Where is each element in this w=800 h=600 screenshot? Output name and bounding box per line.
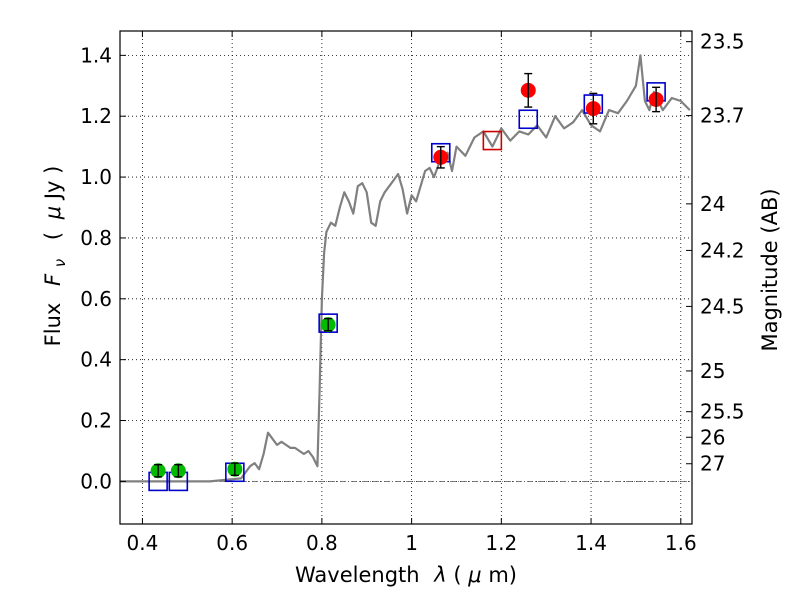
y-axis-label-symbol-sub: ν <box>51 259 69 267</box>
magnitude-tick-label: 23.5 <box>700 30 745 54</box>
y-axis-label: Flux F ν ( μ Jy ) <box>41 166 70 347</box>
x-axis-label-text: Wavelength <box>295 563 420 587</box>
magnitude-tick-label: 25.5 <box>700 400 745 424</box>
x-axis-label-unit-open: ( <box>453 563 461 587</box>
x-tick-label: 0.8 <box>306 531 338 555</box>
magnitude-tick-label: 27 <box>700 452 725 476</box>
y-tick-label: 1.0 <box>80 165 112 189</box>
model-photometry-square <box>482 130 503 151</box>
magnitude-tick-label: 24.2 <box>700 238 745 262</box>
y-axis-label-text: Flux <box>41 303 65 347</box>
data-points <box>148 72 666 492</box>
y-axis-label-unit-rest: Jy ) <box>41 166 65 202</box>
magnitude-tick-label: 24 <box>700 192 725 216</box>
x-axis-label-unit-rest: m) <box>488 563 517 587</box>
x-axis-label-unit-mu: μ <box>467 563 481 587</box>
y-axis-label-symbol: F <box>41 273 65 286</box>
model-photometry-square <box>518 109 539 130</box>
x-tick-label: 1.4 <box>575 531 607 555</box>
magnitude-tick-label: 24.5 <box>700 294 745 318</box>
model-spectrum-line <box>120 54 691 483</box>
y-tick-label: 0.6 <box>80 287 112 311</box>
y-tick-label: 0.0 <box>80 469 112 493</box>
x-tick-label: 1.6 <box>665 531 697 555</box>
axis-ticks: 0.4 0.6 0.8 1 1.2 1.4 1.6 0.0 0.2 0.4 0.6 0.8 1.0 1.2… <box>80 30 744 555</box>
x-tick-label: 0.4 <box>127 531 159 555</box>
x-tick-label: 1 <box>405 531 418 555</box>
x-axis-label: Wavelength λ ( μ m) <box>295 563 517 587</box>
magnitude-axis-label: Magnitude (AB) <box>758 188 782 351</box>
magnitude-tick-label: 25 <box>700 359 725 383</box>
x-tick-label: 0.6 <box>216 531 248 555</box>
y-tick-label: 0.8 <box>80 226 112 250</box>
magnitude-tick-label: 23.7 <box>700 104 745 128</box>
grid-lines <box>120 31 692 524</box>
plot-frame <box>119 30 693 525</box>
x-tick-label: 1.2 <box>485 531 517 555</box>
y-tick-label: 0.4 <box>80 348 112 372</box>
y-tick-label: 0.2 <box>80 409 112 433</box>
y-axis-label-unit-open: ( <box>41 232 65 240</box>
y-tick-label: 1.4 <box>80 43 112 67</box>
x-axis-label-symbol: λ <box>433 563 446 587</box>
magnitude-tick-label: 26 <box>700 425 725 449</box>
y-tick-label: 1.2 <box>80 104 112 128</box>
y-axis-label-unit-mu: μ <box>41 206 65 220</box>
